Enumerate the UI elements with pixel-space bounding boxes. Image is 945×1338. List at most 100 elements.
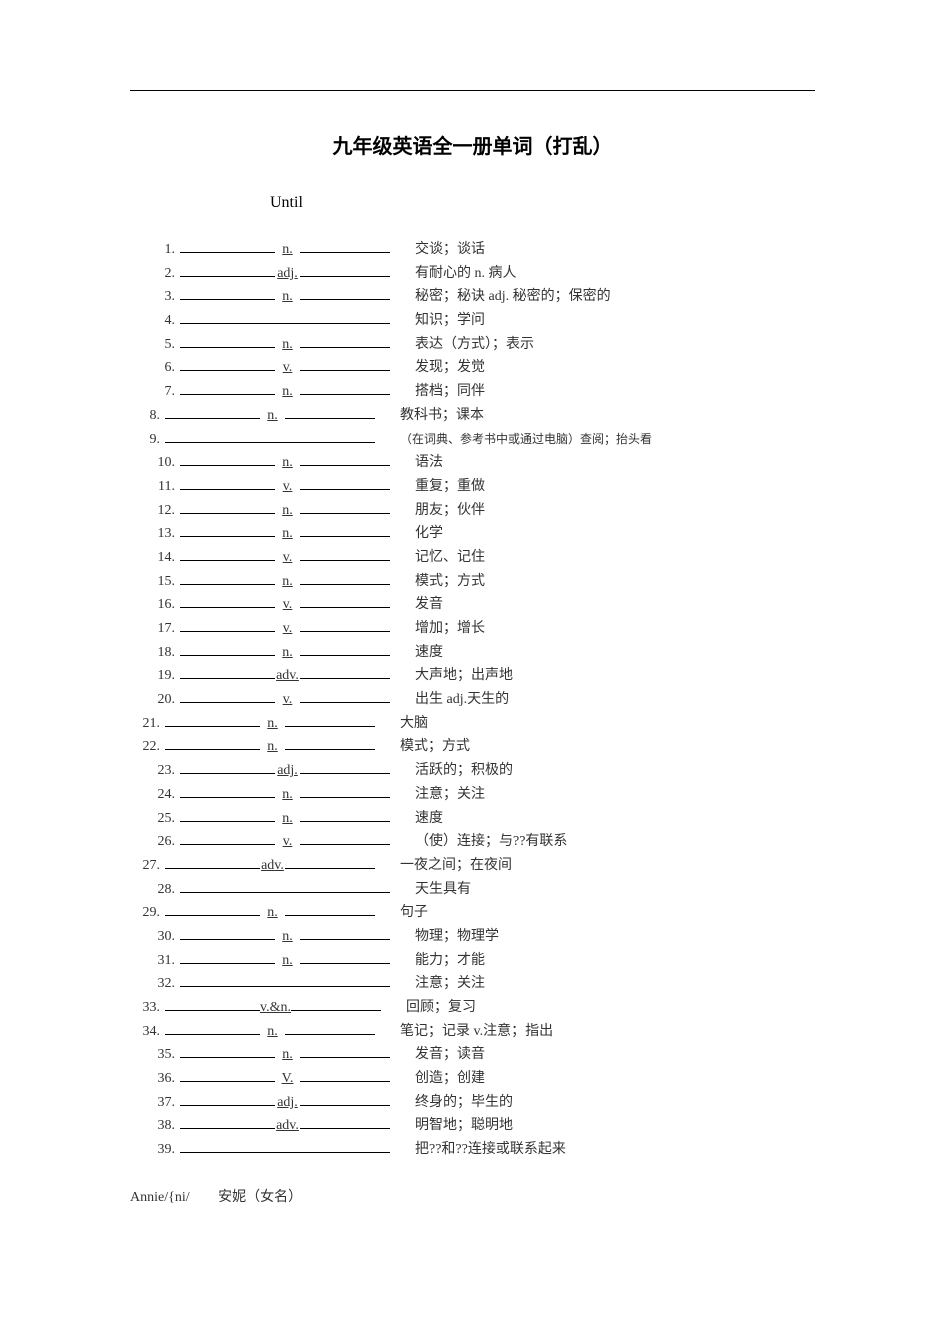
blank-line (300, 829, 390, 845)
blank-line (180, 806, 275, 822)
blank-line (180, 971, 390, 987)
vocab-item: 16.v.发音 (145, 592, 815, 616)
definition: 模式；方式 (400, 736, 470, 758)
blank-line (300, 355, 390, 371)
item-number: 31. (145, 950, 175, 972)
vocab-item: 9.（在词典、参考书中或通过电脑）查阅；抬头看 (130, 427, 815, 451)
blank-line (165, 403, 260, 419)
blank-line (180, 1090, 275, 1106)
blank-line (180, 782, 275, 798)
part-of-speech: n. (275, 523, 300, 545)
item-number: 29. (130, 902, 160, 924)
blank-line (300, 663, 390, 679)
part-of-speech: n. (275, 500, 300, 522)
vocab-item: 2.adj.有耐心的 n. 病人 (145, 261, 815, 285)
blank-line (300, 806, 390, 822)
item-number: 19. (145, 665, 175, 687)
blank-line (300, 569, 390, 585)
blank-line (180, 498, 275, 514)
blank-line (180, 924, 275, 940)
vocab-item: 38.adv.明智地；聪明地 (145, 1113, 815, 1137)
blank-line (300, 640, 390, 656)
blank-line (165, 711, 260, 727)
blank-line (300, 1066, 390, 1082)
vocab-item: 39.把??和??连接或联系起来 (145, 1137, 815, 1161)
blank-line (300, 498, 390, 514)
blank-line (300, 450, 390, 466)
blank-line (180, 355, 275, 371)
definition: 发音；读音 (415, 1044, 485, 1066)
part-of-speech: n. (260, 1021, 285, 1043)
vocab-item: 19.adv.大声地；出声地 (145, 663, 815, 687)
definition: 交谈；谈话 (415, 239, 485, 261)
definition: 增加；增长 (415, 618, 485, 640)
blank-line (285, 853, 375, 869)
part-of-speech: n. (275, 1044, 300, 1066)
item-number: 35. (145, 1044, 175, 1066)
blank-line (165, 1019, 260, 1035)
item-number: 21. (130, 713, 160, 735)
definition: 发现；发觉 (415, 357, 485, 379)
item-number: 13. (145, 523, 175, 545)
vocab-item: 28.天生具有 (145, 877, 815, 901)
blank-line (165, 734, 260, 750)
item-number: 9. (130, 429, 160, 451)
blank-line (165, 995, 260, 1011)
item-number: 30. (145, 926, 175, 948)
part-of-speech: v. (275, 689, 300, 711)
vocab-item: 34.n.笔记；记录 v.注意；指出 (130, 1019, 815, 1043)
blank-line (285, 403, 375, 419)
part-of-speech: adv. (260, 855, 285, 877)
page-title: 九年级英语全一册单词（打乱） (130, 130, 815, 159)
definition: 大脑 (400, 713, 428, 735)
part-of-speech: v. (275, 357, 300, 379)
definition: 活跃的；积极的 (415, 760, 513, 782)
definition: 表达（方式）；表示 (415, 334, 534, 356)
blank-line (291, 995, 381, 1011)
definition: 朋友；伙伴 (415, 500, 485, 522)
item-number: 24. (145, 784, 175, 806)
definition: 创造；创建 (415, 1068, 485, 1090)
part-of-speech: n. (275, 571, 300, 593)
vocab-item: 10.n.语法 (145, 450, 815, 474)
blank-line (285, 711, 375, 727)
item-number: 6. (145, 357, 175, 379)
part-of-speech: n. (275, 950, 300, 972)
definition: 笔记；记录 v.注意；指出 (400, 1021, 553, 1043)
definition: 发音 (415, 594, 443, 616)
definition: 终身的；毕生的 (415, 1092, 513, 1114)
part-of-speech: v. (275, 831, 300, 853)
part-of-speech: n. (275, 334, 300, 356)
part-of-speech: n. (275, 452, 300, 474)
item-number: 12. (145, 500, 175, 522)
blank-line (300, 332, 390, 348)
definition: 句子 (400, 902, 428, 924)
section-header: Until (270, 194, 815, 212)
definition: 知识；学问 (415, 310, 485, 332)
part-of-speech: n. (260, 736, 285, 758)
item-number: 3. (145, 286, 175, 308)
definition: 记忆、记住 (415, 547, 485, 569)
blank-line (180, 1113, 275, 1129)
part-of-speech: adj. (275, 263, 300, 285)
item-number: 25. (145, 808, 175, 830)
blank-line (180, 948, 275, 964)
part-of-speech: adv. (275, 1115, 300, 1137)
item-number: 39. (145, 1139, 175, 1161)
definition: 模式；方式 (415, 571, 485, 593)
definition: （使）连接；与??有联系 (415, 831, 567, 853)
header-divider (130, 90, 815, 91)
definition: 物理；物理学 (415, 926, 499, 948)
vocab-item: 36.V.创造；创建 (145, 1066, 815, 1090)
vocab-list: 1.n.交谈；谈话2.adj.有耐心的 n. 病人3.n.秘密；秘诀 adj. … (130, 237, 815, 1161)
blank-line (180, 687, 275, 703)
blank-line (300, 1090, 390, 1106)
part-of-speech: n. (260, 405, 285, 427)
blank-line (180, 640, 275, 656)
part-of-speech: V. (275, 1068, 300, 1090)
part-of-speech: n. (275, 642, 300, 664)
vocab-item: 8.n.教科书；课本 (130, 403, 815, 427)
definition: 注意；关注 (415, 784, 485, 806)
blank-line (300, 545, 390, 561)
part-of-speech: adv. (275, 665, 300, 687)
